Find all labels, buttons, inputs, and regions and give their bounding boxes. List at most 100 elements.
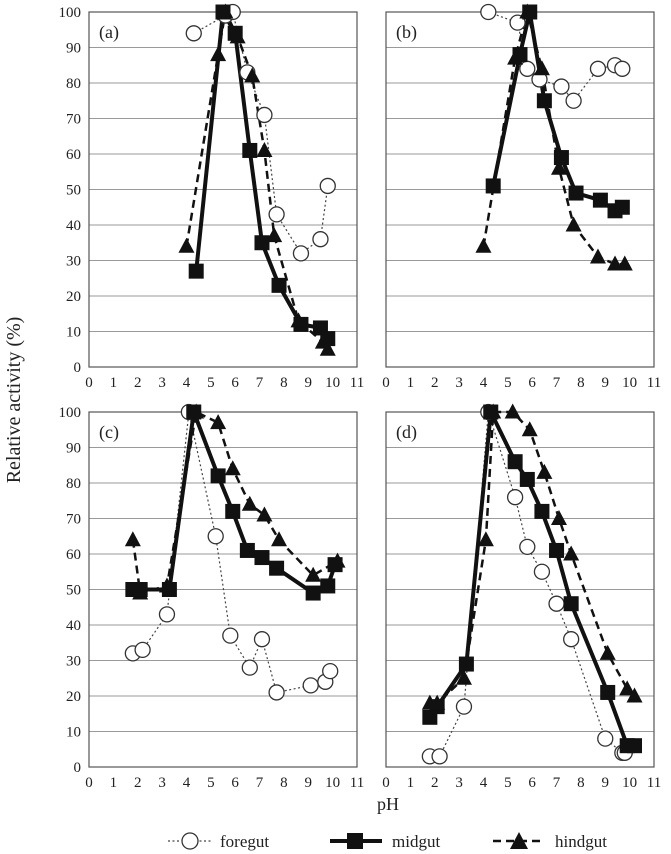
point-a-midgut-0 (188, 263, 204, 279)
point-c-hindgut-4 (210, 414, 227, 430)
point-c-foregut-9 (302, 677, 319, 694)
point-c-midgut-4 (210, 468, 226, 484)
point-d-foregut-9 (597, 730, 614, 747)
x-tick-label-b-3: 3 (455, 375, 463, 391)
legend-entry-hindgut: hindgut (493, 832, 607, 851)
series-line-c-midgut (132, 410, 337, 595)
point-d-hindgut-1 (429, 694, 446, 710)
point-d-foregut-8 (563, 631, 580, 648)
x-tick-label-a-8: 8 (280, 375, 288, 391)
point-a-hindgut-1 (210, 46, 227, 62)
x-tick-label-b-6: 6 (528, 375, 536, 391)
point-c-midgut-6 (239, 542, 255, 558)
point-d-foregut-4 (506, 489, 524, 506)
point-d-hindgut-6 (521, 421, 538, 437)
y-tick-label-a-30: 30 (66, 254, 81, 270)
point-a-midgut-3 (242, 142, 258, 158)
panel-d: 0 1 2 3 4 5 6 7 8 9 10 11(d) (382, 403, 661, 791)
point-a-midgut-5 (271, 277, 287, 293)
x-tick-label-c-3: 3 (158, 775, 166, 791)
point-a-hindgut-2 (217, 3, 234, 19)
panel-label-d: (d) (396, 422, 417, 443)
x-tick-label-c-1: 1 (110, 775, 118, 791)
point-b-hindgut-6 (589, 248, 606, 264)
x-tick-label-b-4: 4 (480, 375, 488, 391)
point-c-foregut-2 (158, 606, 176, 623)
x-tick-label-d-7: 7 (553, 775, 561, 791)
y-tick-label-c-90: 90 (66, 441, 81, 457)
plot-frame-c (88, 411, 358, 768)
x-tick-label-c-7: 7 (256, 775, 264, 791)
y-tick-label-c-30: 30 (66, 654, 81, 670)
y-tick-label-a-80: 80 (66, 76, 81, 92)
x-tick-label-c-8: 8 (280, 775, 288, 791)
point-d-hindgut-5 (504, 403, 521, 419)
x-tick-label-c-2: 2 (134, 775, 142, 791)
y-tick-label-a-60: 60 (66, 147, 81, 163)
point-a-foregut-8 (319, 177, 336, 195)
y-tick-label-c-40: 40 (66, 618, 81, 634)
y-tick-label-c-50: 50 (66, 583, 81, 599)
point-b-foregut-6 (589, 60, 607, 77)
y-tick-label-c-80: 80 (66, 476, 81, 492)
point-a-foregut-4 (256, 106, 273, 124)
legend-entry-foregut: foregut (168, 832, 269, 851)
legend-entry-midgut: midgut (330, 832, 440, 851)
x-tick-label-a-9: 9 (305, 375, 313, 391)
x-tick-label-c-6: 6 (231, 775, 239, 791)
plot-frame-b (385, 11, 655, 368)
point-b-foregut-1 (509, 14, 526, 31)
point-c-foregut-6 (241, 659, 258, 676)
x-tick-label-d-4: 4 (480, 775, 488, 791)
y-tick-label-c-20: 20 (66, 689, 81, 705)
x-tick-label-d-3: 3 (455, 775, 463, 791)
point-c-hindgut-9 (305, 566, 322, 582)
point-b-foregut-8 (614, 60, 631, 77)
point-d-midgut-2 (458, 656, 474, 672)
point-a-hindgut-6 (266, 227, 283, 243)
x-axis-title: pH (377, 794, 399, 814)
point-d-hindgut-7 (536, 463, 553, 479)
point-a-hindgut-4 (244, 67, 261, 83)
point-c-hindgut-7 (256, 506, 273, 522)
point-d-hindgut-10 (599, 644, 616, 660)
x-tick-label-b-9: 9 (602, 375, 610, 391)
y-tick-label-a-50: 50 (66, 183, 81, 199)
point-c-foregut-8 (268, 684, 285, 701)
point-d-midgut-11 (627, 738, 643, 754)
x-tick-label-d-9: 9 (602, 775, 610, 791)
x-tick-label-c-10: 10 (325, 775, 340, 791)
x-tick-label-a-7: 7 (256, 375, 264, 391)
legend-marker-hindgut (510, 832, 528, 849)
point-c-foregut-4 (207, 528, 224, 545)
x-tick-label-d-6: 6 (528, 775, 536, 791)
point-c-foregut-1 (134, 641, 151, 658)
y-tick-label-a-90: 90 (66, 41, 81, 57)
point-d-foregut-5 (519, 538, 536, 556)
point-b-midgut-3 (536, 93, 552, 109)
point-d-midgut-5 (519, 471, 535, 487)
point-d-hindgut-8 (550, 510, 567, 525)
point-d-hindgut-9 (563, 545, 580, 561)
point-b-hindgut-4 (550, 159, 567, 175)
point-a-hindgut-5 (256, 141, 273, 157)
point-c-midgut-8 (269, 560, 285, 576)
x-tick-label-c-9: 9 (305, 775, 313, 791)
point-c-hindgut-5 (224, 460, 241, 476)
point-b-foregut-5 (565, 92, 582, 109)
point-c-midgut-10 (320, 578, 336, 594)
point-d-midgut-9 (600, 684, 616, 700)
point-c-hindgut-1 (132, 584, 149, 600)
y-tick-label-a-0: 0 (74, 360, 82, 376)
x-tick-label-c-0: 0 (85, 775, 93, 791)
point-d-hindgut-3 (477, 531, 494, 547)
point-b-midgut-5 (568, 185, 584, 201)
point-a-hindgut-9 (319, 340, 336, 356)
point-b-hindgut-3 (533, 60, 550, 76)
x-tick-label-a-1: 1 (110, 375, 118, 391)
x-tick-label-b-2: 2 (431, 375, 439, 391)
point-d-midgut-8 (563, 596, 579, 612)
x-tick-label-d-10: 10 (622, 775, 637, 791)
point-d-foregut-1 (431, 748, 448, 765)
